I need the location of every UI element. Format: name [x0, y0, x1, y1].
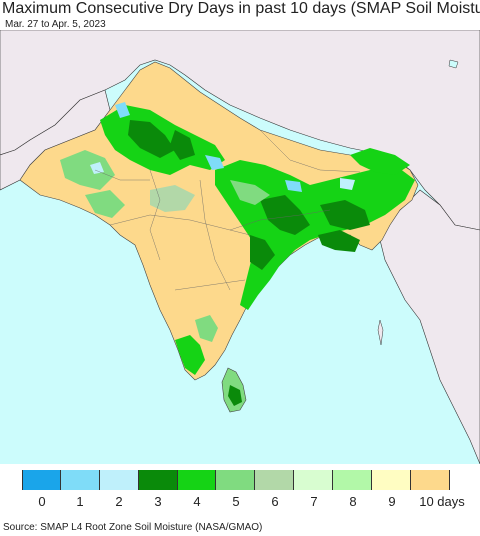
map-title: Maximum Consecutive Dry Days in past 10 … [2, 0, 480, 17]
legend-swatch-2 [99, 470, 139, 490]
coastal-wet-patch [318, 230, 360, 252]
source-credit: Source: SMAP L4 Root Zone Soil Moisture … [3, 522, 263, 533]
legend-label-8: 8 [349, 494, 357, 509]
state-borders [94, 129, 361, 291]
legend-swatch-7 [294, 470, 334, 490]
legend-label-9: 9 [388, 494, 396, 509]
wet-areas [60, 105, 415, 406]
legend-swatch-5 [216, 470, 256, 490]
legend-label-2: 2 [115, 494, 123, 509]
legend-labels: 0 1 2 3 4 5 6 7 8 9 10 days [22, 494, 465, 512]
legend-swatch-1 [60, 470, 100, 490]
legend-label-6: 6 [271, 494, 279, 509]
legend-label-4: 4 [193, 494, 201, 509]
date-range: Mar. 27 to Apr. 5, 2023 [5, 19, 106, 30]
light-wet-areas [90, 102, 355, 192]
legend-label-5: 5 [232, 494, 240, 509]
legend-swatch-6 [255, 470, 295, 490]
legend-swatch-10 [410, 470, 450, 490]
legend-label-0: 0 [38, 494, 46, 509]
legend-swatch-3 [138, 470, 178, 490]
legend-swatch-9 [372, 470, 411, 490]
legend-label-10: 10 days [419, 494, 465, 509]
legend-swatch-0 [22, 470, 61, 490]
map [0, 30, 480, 464]
legend-swatch-8 [333, 470, 373, 490]
andaman-islands [377, 319, 384, 346]
legend-label-1: 1 [76, 494, 84, 509]
legend-swatch-4 [177, 470, 217, 490]
legend-label-7: 7 [310, 494, 318, 509]
legend-label-3: 3 [154, 494, 162, 509]
legend-bar [22, 470, 450, 490]
